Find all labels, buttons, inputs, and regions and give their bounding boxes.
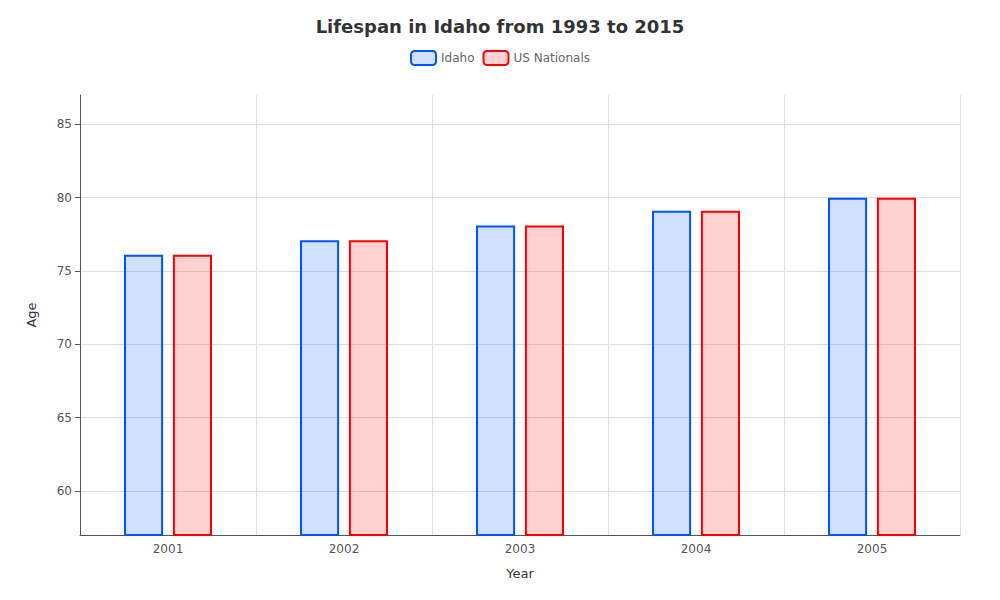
svg-text:2002: 2002 bbox=[329, 542, 360, 556]
svg-text:2001: 2001 bbox=[153, 542, 184, 556]
svg-text:60: 60 bbox=[57, 484, 72, 498]
svg-text:70: 70 bbox=[57, 337, 72, 351]
svg-text:85: 85 bbox=[57, 117, 72, 131]
svg-text:2003: 2003 bbox=[505, 542, 536, 556]
svg-text:2004: 2004 bbox=[681, 542, 712, 556]
svg-text:65: 65 bbox=[57, 411, 72, 425]
svg-text:Idaho: Idaho bbox=[441, 51, 474, 65]
svg-text:Lifespan in Idaho from 1993 to: Lifespan in Idaho from 1993 to 2015 bbox=[316, 16, 685, 37]
svg-text:80: 80 bbox=[57, 191, 72, 205]
svg-text:Year: Year bbox=[505, 566, 534, 581]
svg-text:US Nationals: US Nationals bbox=[513, 51, 589, 65]
svg-text:2005: 2005 bbox=[857, 542, 888, 556]
svg-text:75: 75 bbox=[57, 264, 72, 278]
svg-text:Age: Age bbox=[24, 302, 39, 327]
